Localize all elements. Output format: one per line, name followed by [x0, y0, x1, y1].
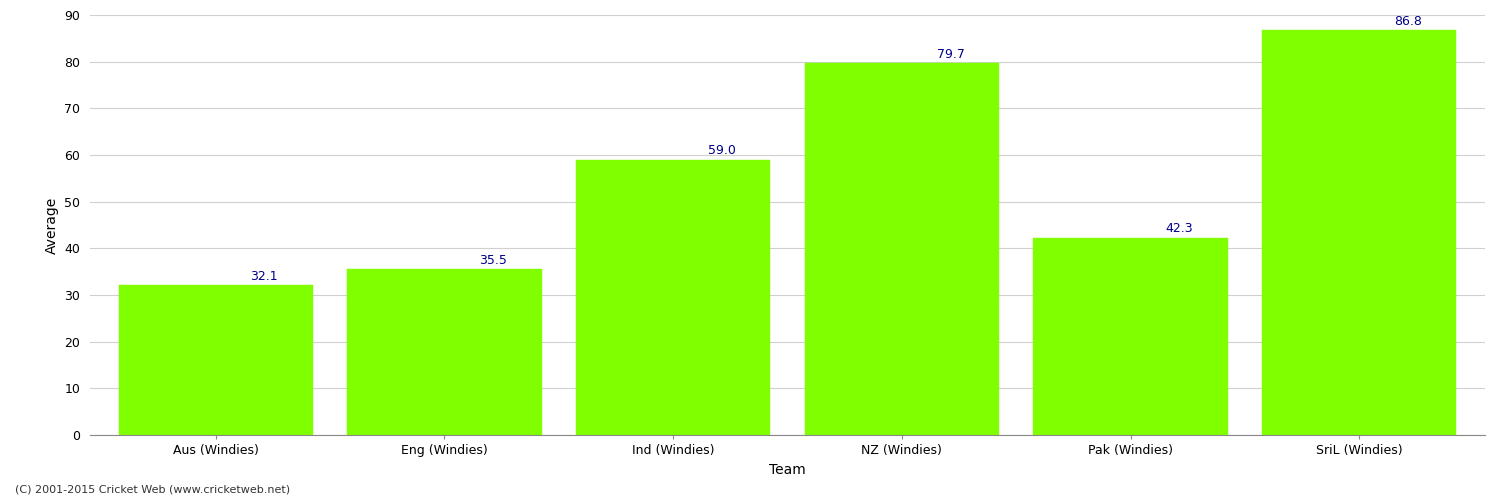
Text: 86.8: 86.8	[1394, 14, 1422, 28]
Bar	[1262, 30, 1456, 435]
Bar	[804, 63, 999, 435]
Bar	[576, 160, 771, 435]
Text: 32.1: 32.1	[251, 270, 278, 283]
Y-axis label: Average: Average	[45, 196, 58, 254]
Bar	[118, 285, 314, 435]
Text: 79.7: 79.7	[936, 48, 964, 60]
Bar	[348, 270, 542, 435]
Text: 35.5: 35.5	[478, 254, 507, 267]
Text: 59.0: 59.0	[708, 144, 735, 158]
X-axis label: Team: Team	[770, 462, 806, 476]
Text: (C) 2001-2015 Cricket Web (www.cricketweb.net): (C) 2001-2015 Cricket Web (www.cricketwe…	[15, 485, 290, 495]
Bar	[1034, 238, 1227, 435]
Text: 42.3: 42.3	[1166, 222, 1192, 235]
